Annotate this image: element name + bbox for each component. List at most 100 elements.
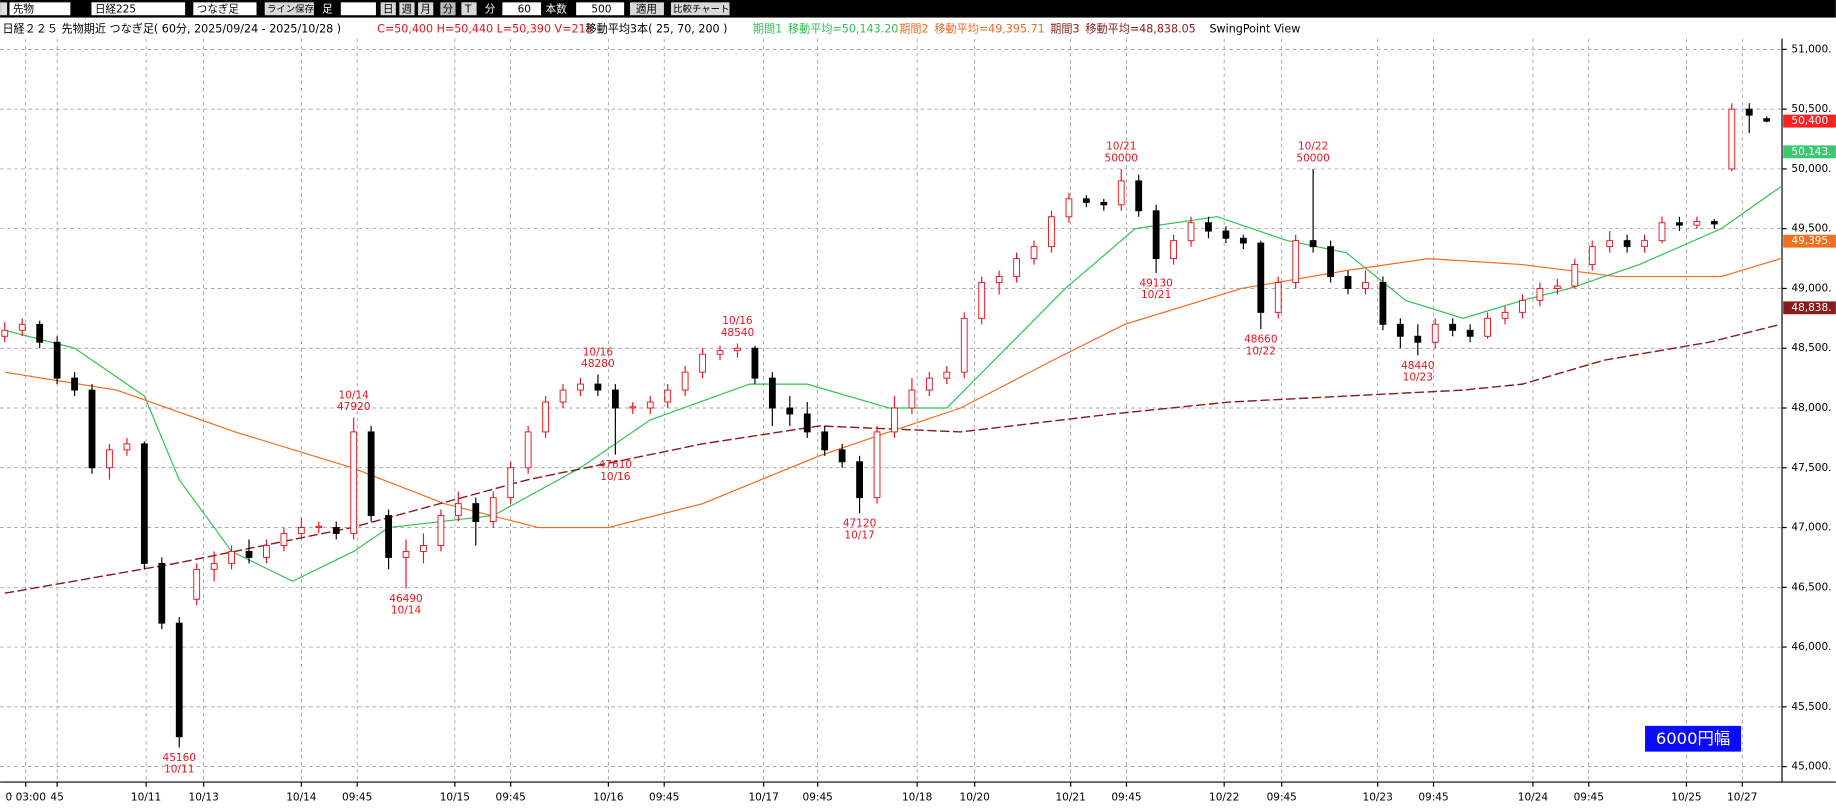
candle-body <box>140 443 148 564</box>
bar-label: 足 <box>322 3 333 15</box>
day-button[interactable] <box>380 2 396 16</box>
legend-name: 期間1 <box>753 22 782 35</box>
candle-body <box>1135 180 1143 212</box>
count-box[interactable] <box>576 2 625 16</box>
candle-body <box>1728 108 1736 170</box>
x-tick-label: 10/16 <box>593 791 624 803</box>
candle-body <box>1 329 9 337</box>
x-tick-label: 10/24 <box>1518 791 1549 803</box>
count-label: 本数 <box>546 2 568 15</box>
candle-body <box>664 389 672 403</box>
save-button[interactable] <box>264 2 314 16</box>
candle-body <box>1065 198 1073 218</box>
candle-body <box>594 383 602 391</box>
candle-body <box>1519 299 1526 313</box>
week-button[interactable] <box>399 2 415 16</box>
symbol: 日経225 <box>95 2 136 15</box>
candle-body <box>1571 264 1579 287</box>
price-tag <box>1783 301 1836 315</box>
interval-box[interactable] <box>502 2 542 16</box>
moving-average <box>4 323 1781 594</box>
x-tick-label: 10/23 <box>1363 791 1393 803</box>
candle-body <box>228 550 235 564</box>
price-tag-label: 50,400 <box>1791 115 1828 127</box>
x-tick-label: 10/18 <box>902 791 932 803</box>
candle-body <box>1484 317 1491 337</box>
toolbar <box>0 0 1836 18</box>
market-select[interactable] <box>9 2 71 16</box>
candle-body <box>1396 323 1404 337</box>
y-tick-label: 48,000. <box>1791 402 1831 414</box>
candle-body <box>1048 216 1055 248</box>
candle-body <box>681 371 689 391</box>
annotation-price: 50000 <box>1105 152 1138 164</box>
legend-value: 移動平均=50,143.20 <box>788 21 898 35</box>
annotation-price: 49130 <box>1139 277 1172 289</box>
candle-body <box>1152 210 1160 260</box>
candle-body <box>297 527 305 534</box>
candle-body <box>1013 258 1020 277</box>
candle-body <box>524 431 532 469</box>
chain-select[interactable] <box>193 2 257 16</box>
annotation-price: 50000 <box>1296 152 1329 164</box>
annotation-price: 48280 <box>581 358 614 370</box>
candle-body <box>821 431 829 451</box>
candle-body <box>507 467 515 499</box>
candle-body <box>1501 311 1509 319</box>
candle-body <box>175 622 183 738</box>
candle-body <box>1082 198 1090 203</box>
y-tick-label: 45,000. <box>1791 761 1831 773</box>
legend-name: 期間3 <box>1050 22 1079 35</box>
x-tick-label: 10/21 <box>1056 791 1086 803</box>
candle-body <box>873 431 881 499</box>
compare-button[interactable] <box>670 2 730 16</box>
candle-body <box>1536 287 1544 301</box>
annotation-date: 10/22 <box>1298 141 1328 153</box>
candle-body <box>1763 118 1771 122</box>
candle-body <box>420 544 427 552</box>
candle-body <box>1693 221 1701 226</box>
candle-body <box>437 515 445 546</box>
x-tick-label: 10/11 <box>131 791 161 803</box>
candle-body <box>768 377 776 409</box>
candle-body <box>245 550 253 558</box>
candle-body <box>367 431 375 517</box>
candle-body <box>803 413 811 433</box>
candle-body <box>53 341 61 379</box>
candle-body <box>891 407 898 433</box>
tick-button[interactable] <box>461 2 477 16</box>
candle-body <box>1414 335 1422 343</box>
x-tick-label: 45 <box>50 791 63 803</box>
toolbar-arrow[interactable] <box>0 2 8 16</box>
x-tick-label: 10/15 <box>440 791 470 803</box>
bar-box[interactable] <box>340 2 376 16</box>
candle-body <box>1676 222 1683 226</box>
candle-body <box>1431 323 1439 343</box>
month-button[interactable] <box>418 2 434 16</box>
y-tick-label: 49,500. <box>1791 223 1831 235</box>
legend-value: 移動平均=49,395.71 <box>934 21 1044 35</box>
price-tag-label: 48,838. <box>1791 302 1831 314</box>
apply-button[interactable] <box>629 2 664 16</box>
candle-body <box>1553 285 1561 289</box>
header-ohlcv: C=50,400 H=50,440 L=50,390 V=213 <box>377 22 593 35</box>
x-tick-label: 09:45 <box>1574 791 1604 803</box>
chain: つなぎ足 <box>197 2 240 15</box>
candle-body <box>210 562 218 570</box>
moving-average <box>4 186 1781 582</box>
y-tick-label: 49,000. <box>1791 282 1831 294</box>
annotation-date: 10/14 <box>391 605 422 617</box>
x-tick-label: 10/20 <box>960 791 990 803</box>
candle-body <box>734 347 741 352</box>
price-tag-label: 49,395. <box>1791 235 1831 247</box>
y-tick-label: 46,000. <box>1791 641 1831 653</box>
y-tick-label: 45,500. <box>1791 701 1831 713</box>
minute-button[interactable] <box>440 2 456 16</box>
symbol-select[interactable] <box>91 2 186 16</box>
candle-body <box>193 568 201 600</box>
annotation-price: 45160 <box>163 752 196 764</box>
candle-body <box>489 497 497 523</box>
candle-body <box>472 503 480 523</box>
x-tick-label: 10/27 <box>1727 791 1757 803</box>
y-tick-label: 46,500. <box>1791 581 1831 593</box>
